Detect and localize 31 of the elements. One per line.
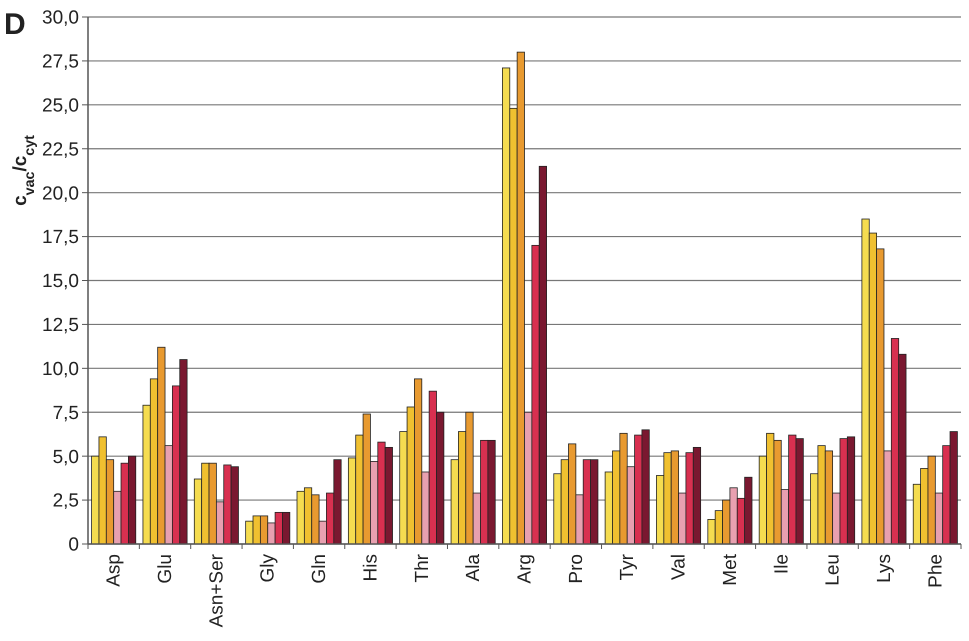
y-tick-label: 25,0 bbox=[42, 95, 79, 116]
x-tick-label: Asn+Ser bbox=[206, 553, 228, 628]
y-tick-label: 5,0 bbox=[52, 446, 79, 468]
x-tick-label: Arg bbox=[514, 554, 536, 584]
y-tick-label: 7,5 bbox=[52, 402, 79, 424]
x-tick-label: Pro bbox=[566, 554, 587, 584]
x-tick-label: Ala bbox=[463, 554, 484, 582]
x-tick-label: His bbox=[360, 554, 382, 582]
x-tick-label: Leu bbox=[822, 554, 844, 586]
y-tick-label: 27,5 bbox=[42, 52, 79, 73]
y-tick-label: 22,5 bbox=[42, 139, 79, 160]
y-tick-label: 0 bbox=[68, 534, 79, 556]
x-tick-label: Glu bbox=[155, 554, 176, 584]
y-tick-label: 2,5 bbox=[52, 490, 79, 512]
x-tick-label: Ile bbox=[771, 554, 792, 574]
y-tick-label: 17,5 bbox=[42, 227, 79, 248]
x-tick-label: Tyr bbox=[617, 553, 638, 580]
x-tick-label: Asp bbox=[104, 554, 125, 587]
x-tick-label: Val bbox=[668, 554, 690, 580]
x-tick-label: Phe bbox=[925, 554, 946, 588]
y-tick-label: 30,0 bbox=[42, 8, 79, 29]
x-tick-label: Lys bbox=[874, 554, 895, 583]
y-tick-label: 15,0 bbox=[42, 271, 79, 292]
y-tick-label: 20,0 bbox=[42, 183, 79, 204]
x-tick-label: Gly bbox=[258, 554, 279, 582]
x-tick-label: Gln bbox=[309, 554, 330, 584]
x-tick-label: Thr bbox=[412, 553, 433, 582]
text: D bbox=[4, 8, 26, 41]
x-tick-label: Met bbox=[720, 553, 741, 586]
y-tick-label: 12,5 bbox=[42, 315, 79, 336]
y-tick-label: 10,0 bbox=[42, 358, 79, 380]
